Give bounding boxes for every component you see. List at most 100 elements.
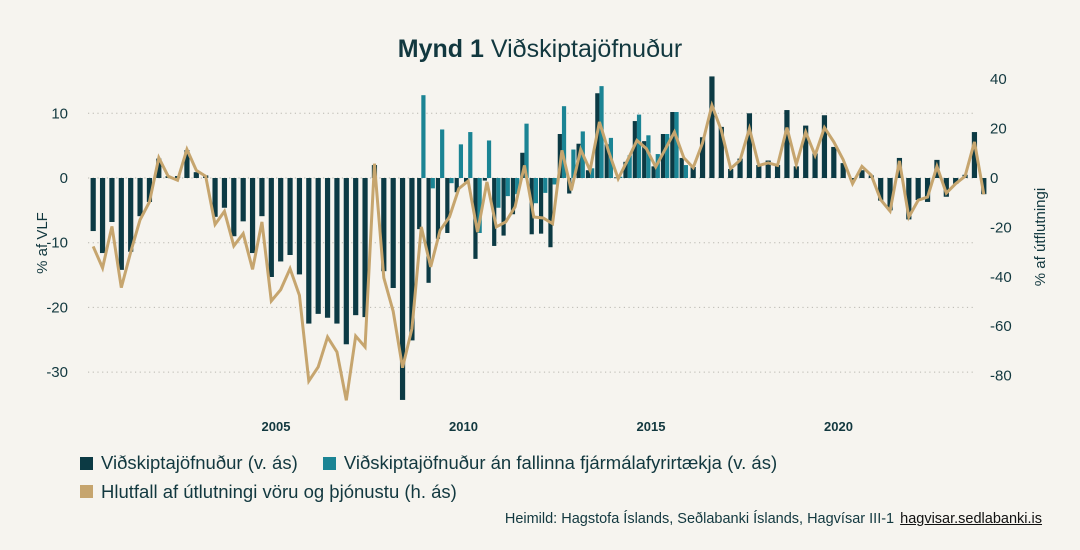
bar-excluding-failed-banks: [477, 178, 482, 233]
right-tick-label: -40: [990, 269, 1012, 286]
legend-label: Hlutfall af útlutningi vöru og þjónustu …: [101, 480, 457, 502]
chart-title: Mynd 1 Viðskiptajöfnuður: [398, 35, 682, 63]
bar-current-account: [859, 170, 865, 178]
bar-excluding-failed-banks: [430, 178, 435, 189]
bar-current-account: [353, 178, 359, 316]
bar-current-account: [690, 167, 696, 178]
bar-current-account: [212, 178, 218, 217]
x-tick-label: 2010: [449, 419, 478, 434]
bar-excluding-failed-banks: [683, 165, 689, 178]
bar-current-account: [728, 168, 734, 178]
bar-current-account: [679, 157, 684, 178]
bar-current-account: [793, 166, 799, 178]
bar-excluding-failed-banks: [674, 112, 679, 178]
bar-current-account: [501, 178, 506, 236]
bar-excluding-failed-banks: [543, 178, 548, 193]
bar-current-account: [193, 172, 199, 178]
bar-excluding-failed-banks: [552, 178, 557, 185]
bar-excluding-failed-banks: [665, 134, 670, 178]
bar-current-account: [765, 160, 771, 178]
bar-current-account: [362, 178, 368, 318]
chart-title-prefix: Mynd 1: [398, 35, 484, 63]
bar-current-account: [642, 141, 647, 178]
bar-excluding-failed-banks: [486, 140, 492, 178]
legend: Viðskiptajöfnuður (v. ás) Viðskiptajöfnu…: [80, 449, 797, 506]
bar-current-account: [482, 178, 487, 181]
bar-current-account: [746, 113, 753, 178]
legend-label: Viðskiptajöfnuður (v. ás): [101, 452, 298, 473]
bar-current-account: [417, 178, 422, 230]
bar-current-account: [268, 178, 274, 277]
bar-current-account: [924, 178, 931, 202]
bar-current-account: [915, 178, 921, 200]
left-tick-label: 0: [60, 170, 68, 187]
legend-item-share-of-exports: Hlutfall af útlutningi vöru og þjónustu …: [80, 478, 457, 506]
bar-current-account: [128, 178, 134, 252]
legend-item-current-account: Viðskiptajöfnuður (v. ás): [80, 449, 298, 477]
bar-excluding-failed-banks: [421, 95, 426, 178]
bar-current-account: [520, 152, 525, 178]
left-tick-label: -10: [46, 235, 68, 252]
bar-current-account: [445, 178, 450, 233]
bar-current-account: [548, 178, 553, 248]
bar-current-account: [953, 178, 959, 184]
bar-excluding-failed-banks: [646, 135, 651, 178]
bar-current-account: [146, 178, 153, 202]
bar-current-account: [231, 178, 237, 237]
bar-current-account: [399, 178, 406, 400]
bar-current-account: [709, 76, 715, 178]
bar-current-account: [803, 125, 809, 178]
bar-current-account: [699, 137, 706, 178]
bar-current-account: [343, 178, 349, 345]
right-tick-label: -80: [990, 368, 1012, 385]
bar-current-account: [632, 121, 637, 178]
chart-title-text: Viðskiptajöfnuður: [491, 35, 682, 63]
right-tick-label: 40: [990, 71, 1007, 88]
bar-excluding-failed-banks: [468, 132, 473, 178]
bar-current-account: [943, 178, 949, 197]
bar-current-account: [435, 178, 441, 239]
bar-current-account: [240, 178, 246, 222]
source-text: Heimild: Hagstofa Íslands, Seðlabanki Ís…: [504, 511, 895, 527]
bar-current-account: [287, 178, 293, 255]
bar-current-account: [906, 178, 912, 220]
bar-current-account: [737, 158, 743, 178]
legend-item-excluding-failed-banks: Viðskiptajöfnuður án fallinna fjármálafy…: [322, 449, 777, 477]
bar-current-account: [670, 112, 675, 178]
bar-current-account: [259, 178, 265, 217]
x-tick-label: 2005: [262, 419, 291, 434]
source-note: Heimild: Hagstofa Íslands, Seðlabanki Ís…: [505, 511, 1042, 527]
line-share-of-exports: [91, 100, 986, 401]
bar-excluding-failed-banks: [636, 114, 642, 178]
bar-excluding-failed-banks: [533, 178, 539, 204]
bar-current-account: [510, 178, 516, 215]
bar-current-account: [831, 146, 837, 178]
bar-current-account: [306, 178, 312, 324]
right-tick-label: -20: [990, 219, 1012, 236]
x-tick-label: 2020: [824, 419, 853, 434]
bar-excluding-failed-banks: [524, 123, 529, 178]
left-axis-label: % af VLF: [34, 212, 51, 274]
left-tick-label: -20: [46, 299, 68, 316]
right-tick-label: -60: [990, 318, 1012, 335]
bar-current-account: [821, 115, 828, 178]
bar-current-account: [585, 170, 591, 178]
bar-current-account: [390, 178, 396, 288]
bar-current-account: [118, 178, 124, 270]
right-tick-label: 0: [990, 170, 998, 187]
bar-current-account: [613, 177, 619, 179]
left-axis: 10 0 -10 -20 -30: [46, 105, 68, 381]
bar-current-account: [109, 178, 115, 222]
bar-current-account: [454, 178, 459, 193]
bar-current-account: [184, 150, 190, 178]
bar-current-account: [156, 158, 162, 178]
right-tick-label: 20: [990, 121, 1007, 138]
line-series: [91, 100, 986, 401]
bar-current-account: [90, 178, 96, 232]
left-tick-label: 10: [51, 105, 68, 122]
bar-excluding-failed-banks: [561, 106, 567, 178]
source-link[interactable]: hagvisar.sedlabanki.is: [900, 511, 1042, 527]
bar-current-account: [324, 178, 331, 318]
bar-current-account: [812, 153, 818, 178]
bar-current-account: [334, 178, 340, 324]
